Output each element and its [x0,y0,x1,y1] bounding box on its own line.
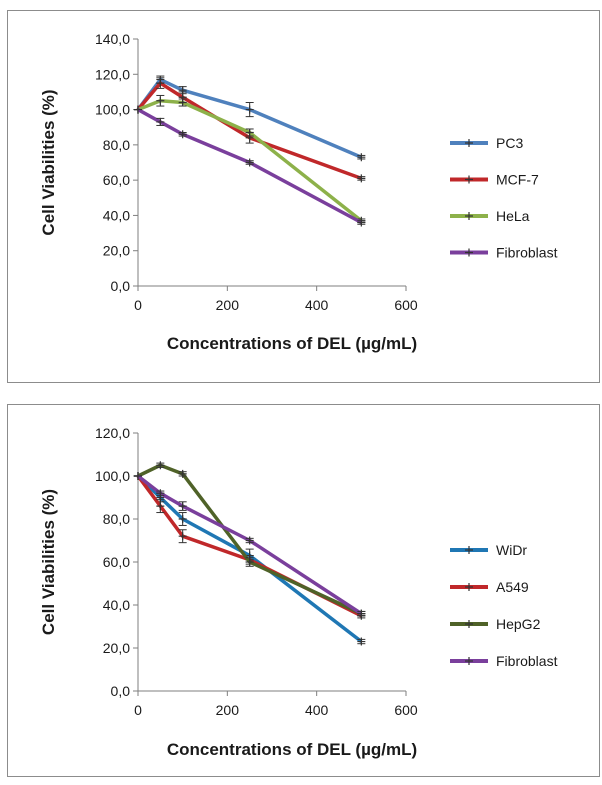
y-tick-label: 40,0 [103,597,130,613]
y-tick-label: 0,0 [111,278,131,294]
legend-marker [465,248,473,257]
legend-item: Fibroblast [450,653,558,669]
x-tick-label: 0 [134,297,142,313]
y-tick-label: 40,0 [103,207,130,223]
y-tick-label: 100,0 [95,468,130,484]
data-point [357,174,366,183]
y-tick-label: 120,0 [95,425,130,441]
x-axis-title: Concentrations of DEL (µg/mL) [167,740,417,759]
legend-label: PC3 [496,135,523,151]
legend-label: A549 [496,579,529,595]
data-point [134,472,142,480]
chart-panel-top: 0,0 20,0 40,0 60,0 80,0 100,0 120,0 140,0 0 200 40… [7,10,600,383]
x-tick-label: 400 [305,702,329,718]
y-tick-label: 100,0 [95,102,130,118]
data-point [134,105,142,114]
series-fibroblast [134,472,366,618]
y-tick-label: 80,0 [103,511,130,527]
legend-marker [465,657,473,665]
legend-label: HepG2 [496,616,541,632]
data-point [357,609,366,618]
data-point [178,502,187,511]
chart-bottom: 0,0 20,0 40,0 60,0 80,0 100,0 120,0 0 200 400 600 C… [39,425,558,759]
y-tick-label: 20,0 [103,640,130,656]
data-point [156,502,165,511]
legend-item: PC3 [450,135,523,151]
data-point [156,489,165,498]
y-tick-label: 60,0 [103,172,130,188]
data-point [156,461,165,470]
legend-label: Fibroblast [496,245,558,261]
series-hepg2 [134,461,366,618]
legend-marker [465,212,473,220]
data-point [245,536,254,545]
chart-top: 0,0 20,0 40,0 60,0 80,0 100,0 120,0 140,0 0 200 40… [39,31,558,353]
series-line [136,474,363,618]
y-tick-label: 140,0 [95,31,130,47]
data-point [357,637,366,646]
data-point [178,532,187,541]
data-point [156,79,165,88]
legend-marker [465,620,473,628]
data-point [245,158,254,167]
legend-marker [465,139,473,147]
x-axis-title: Concentrations of DEL (µg/mL) [167,334,417,353]
y-axis-title: Cell Viabilities (%) [39,489,58,635]
legend-item: MCF-7 [450,172,539,188]
legend-label: HeLa [496,208,530,224]
y-tick-label: 20,0 [103,243,130,259]
series-fibroblast [134,105,366,227]
legend-marker [465,583,473,591]
data-point [245,128,254,137]
data-point [178,130,187,139]
y-tick-label: 120,0 [95,66,130,82]
y-tick-label: 0,0 [111,683,131,699]
data-point [245,105,254,114]
data-point [357,218,366,227]
y-tick-label: 80,0 [103,137,130,153]
series-line [136,474,363,616]
x-tick-label: 600 [394,297,418,313]
data-point [245,558,254,566]
legend-item: Fibroblast [450,245,558,261]
data-point [178,469,187,478]
x-tick-label: 600 [394,702,418,718]
data-point [357,153,366,162]
data-point [156,117,165,126]
data-point [178,515,187,523]
data-point [178,98,187,107]
legend-marker [465,546,473,554]
legend-item: WiDr [450,542,527,558]
legend-item: A549 [450,579,529,595]
legend-item: HeLa [450,208,530,224]
legend-label: MCF-7 [496,172,539,188]
x-tick-label: 200 [216,297,240,313]
data-point [156,96,165,105]
legend-label: WiDr [496,542,527,558]
chart-panel-bottom: 0,0 20,0 40,0 60,0 80,0 100,0 120,0 0 200 400 600 C… [7,404,600,777]
y-tick-label: 60,0 [103,554,130,570]
x-tick-label: 200 [216,702,240,718]
x-tick-label: 0 [134,702,142,718]
y-axis-title: Cell Viabilities (%) [39,89,58,235]
legend-label: Fibroblast [496,653,558,669]
x-tick-label: 400 [305,297,329,313]
legend-marker [465,175,473,184]
legend-item: HepG2 [450,616,541,632]
